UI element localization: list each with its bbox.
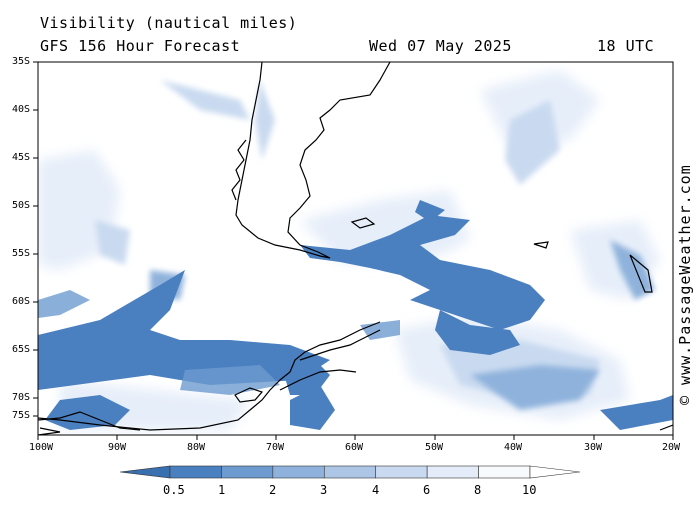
lat-label-75s: 75S <box>12 410 31 421</box>
forecast-label: GFS 156 Hour Forecast <box>40 37 241 55</box>
lat-label-55s: 55S <box>12 248 31 259</box>
lon-label-40w: 40W <box>504 442 523 453</box>
map-title: Visibility (nautical miles) <box>40 14 298 32</box>
colorbar-segment <box>323 465 377 479</box>
colorbar-segment <box>169 465 222 479</box>
forecast-time: 18 UTC <box>597 37 655 55</box>
lon-label-50w: 50W <box>425 442 444 453</box>
colorbar-segment <box>272 465 325 479</box>
lon-label-20w: 20W <box>662 442 681 453</box>
colorbar-label-4: 4 <box>372 483 380 497</box>
colorbar-label-10: 10 <box>522 483 537 497</box>
colorbar-label-3: 3 <box>320 483 328 497</box>
colorbar-label-8: 8 <box>474 483 482 497</box>
lat-label-40s: 40S <box>12 104 31 115</box>
lon-label-70w: 70W <box>266 442 285 453</box>
lat-label-35s: 35S <box>12 56 31 67</box>
axis-ticks <box>33 61 674 440</box>
colorbar-segment <box>119 465 171 479</box>
lon-label-90w: 90W <box>108 442 127 453</box>
coastline <box>38 62 673 435</box>
lon-label-60w: 60W <box>345 442 364 453</box>
lat-label-50s: 50S <box>12 200 31 211</box>
visibility-shading <box>38 70 673 430</box>
colorbar-segment <box>426 465 479 479</box>
colorbar-segment <box>221 465 274 479</box>
lon-label-30w: 30W <box>584 442 603 453</box>
colorbar-label-6: 6 <box>423 483 431 497</box>
colorbar-label-2: 2 <box>269 483 277 497</box>
lat-label-70s: 70S <box>12 392 31 403</box>
colorbar-label-1: 1 <box>218 483 226 497</box>
colorbar-label-0-5: 0.5 <box>163 483 185 497</box>
lon-label-80w: 80W <box>187 442 206 453</box>
colorbar-segment <box>529 465 581 479</box>
forecast-date: Wed 07 May 2025 <box>369 37 512 55</box>
lat-label-60s: 60S <box>12 296 31 307</box>
colorbar-segment <box>478 465 531 479</box>
lat-label-45s: 45S <box>12 152 31 163</box>
lon-label-100w: 100W <box>29 442 54 453</box>
colorbar-segment <box>375 465 428 479</box>
lat-label-65s: 65S <box>12 344 31 355</box>
